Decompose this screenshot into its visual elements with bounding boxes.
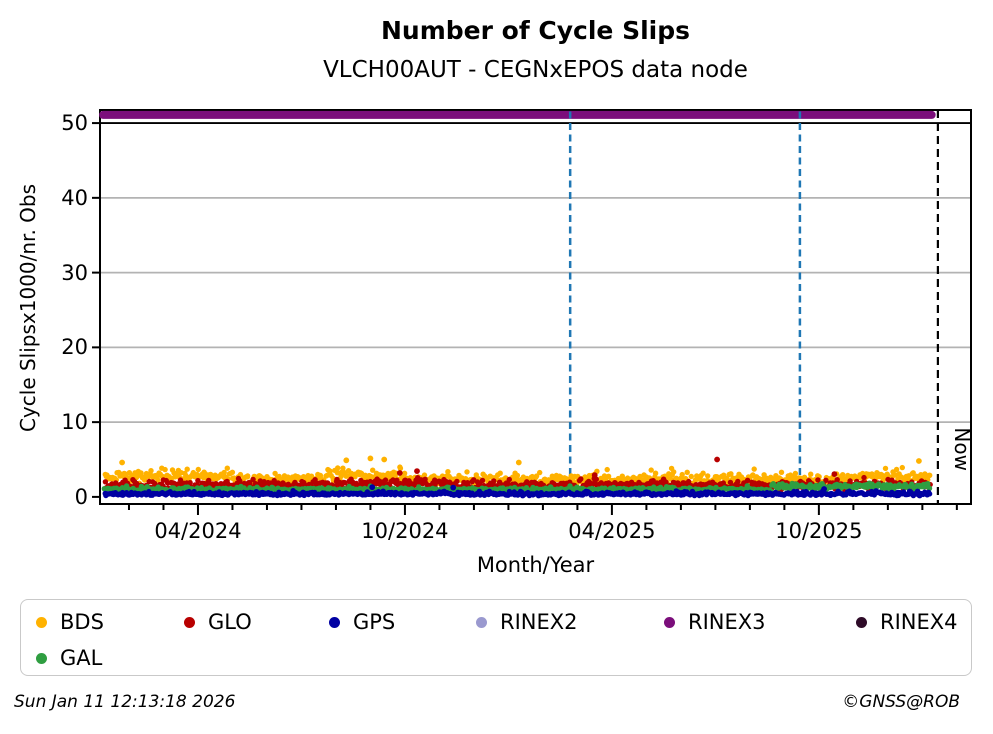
rinex4-marker-icon — [856, 616, 867, 628]
series-scatter-GPS — [102, 484, 933, 499]
legend-label: RINEX2 — [500, 610, 578, 634]
plot-border — [99, 109, 972, 505]
x-tick-label: 10/2025 — [775, 519, 863, 543]
legend-item-gal: GAL — [36, 644, 102, 672]
legend-label: RINEX4 — [880, 610, 958, 634]
bds-marker-icon — [36, 616, 47, 628]
legend-label: RINEX3 — [688, 610, 766, 634]
y-tick-label: 40 — [61, 185, 88, 210]
legend-item-bds: BDS — [36, 608, 104, 636]
x-tick-label: 10/2024 — [361, 519, 449, 543]
gridlines — [100, 196, 971, 424]
y-tick-label: 30 — [61, 260, 88, 285]
legend-item-glo: GLO — [184, 608, 252, 636]
y-tick-label: 10 — [61, 410, 88, 435]
glo-marker-icon — [184, 616, 195, 628]
chart-subtitle: VLCH00AUT - CEGNxEPOS data node — [323, 57, 748, 83]
legend-label: GLO — [208, 610, 252, 634]
legend-label: GPS — [353, 610, 396, 634]
chart-title: Number of Cycle Slips — [380, 16, 691, 45]
footer-timestamp: Sun Jan 11 12:13:18 2026 — [14, 692, 236, 712]
x-ticks — [127, 504, 958, 515]
legend-item-rinex4: RINEX4 — [856, 608, 958, 636]
legend-label: BDS — [60, 610, 104, 634]
y-tick-label: 20 — [61, 335, 88, 360]
y-tick-label: 0 — [74, 484, 88, 509]
legend: BDS GLO GPS RINEX2 RINEX3 RINEX4 GAL — [20, 599, 972, 676]
legend-label: GAL — [60, 646, 103, 670]
event-vlines — [568, 111, 802, 493]
y-tick-label: 50 — [61, 111, 88, 136]
rinex3-marker-icon — [664, 616, 675, 628]
legend-item-gps: GPS — [329, 608, 395, 636]
legend-item-rinex3: RINEX3 — [664, 608, 766, 636]
legend-item-rinex2: RINEX2 — [476, 608, 578, 636]
footer-copyright: ©GNSS@ROB — [842, 692, 960, 712]
gps-marker-icon — [329, 616, 340, 628]
rinex2-marker-icon — [476, 616, 487, 628]
now-line: Now — [936, 110, 974, 504]
x-axis-label: Month/Year — [476, 553, 595, 577]
gal-marker-icon — [36, 652, 47, 664]
y-ticks — [92, 122, 100, 498]
x-tick-label: 04/2025 — [568, 519, 656, 543]
x-tick-label: 04/2024 — [154, 519, 242, 543]
now-label: Now — [950, 427, 974, 471]
